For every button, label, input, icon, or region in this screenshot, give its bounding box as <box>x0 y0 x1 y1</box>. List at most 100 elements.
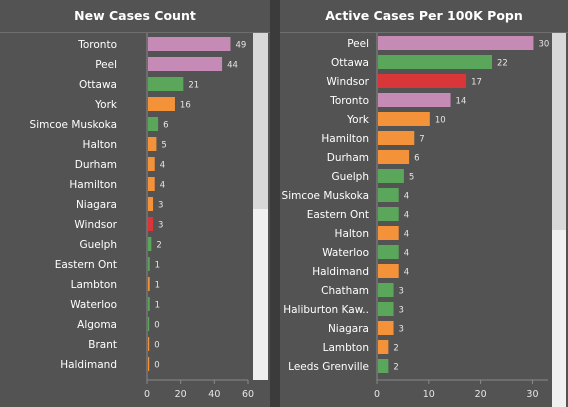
bar <box>378 112 430 126</box>
value-label: 10 <box>435 116 446 126</box>
value-label: 1 <box>155 301 160 311</box>
category-label: Guelph <box>80 239 118 251</box>
category-label: Peel <box>347 38 369 50</box>
category-label: Eastern Ont <box>307 209 369 221</box>
value-label: 4 <box>404 268 409 278</box>
value-label: 3 <box>399 287 404 297</box>
value-label: 2 <box>156 241 161 251</box>
value-label: 49 <box>235 41 246 51</box>
bar <box>148 137 157 151</box>
bar <box>148 177 155 191</box>
value-label: 1 <box>155 281 160 291</box>
category-label: Halton <box>335 228 369 240</box>
value-label: 21 <box>188 81 199 91</box>
value-label: 5 <box>161 141 166 151</box>
scrollbar-thumb[interactable] <box>253 33 268 209</box>
value-label: 0 <box>154 341 159 351</box>
category-label: Guelph <box>332 171 370 183</box>
category-label: Algoma <box>77 319 117 331</box>
category-label: Lambton <box>323 342 369 354</box>
value-label: 44 <box>227 61 238 71</box>
value-label: 4 <box>404 230 409 240</box>
value-label: 3 <box>399 306 404 316</box>
x-tick-label: 0 <box>374 389 380 400</box>
x-tick-label: 10 <box>423 389 435 400</box>
value-label: 17 <box>471 78 482 88</box>
active-cases-panel: Active Cases Per 100K Popn Peel 30 Ottawa 2… <box>280 0 568 407</box>
bar <box>148 297 150 311</box>
category-label: York <box>94 99 118 111</box>
bar <box>148 337 150 351</box>
category-label: Ottawa <box>79 79 117 91</box>
category-label: Lambton <box>71 279 117 291</box>
value-label: 4 <box>404 211 409 221</box>
new-cases-panel: New Cases Count Toronto 49 Peel 44 Ottawa 21 Y… <box>0 0 270 407</box>
bar <box>378 226 399 240</box>
category-label: Halton <box>83 139 117 151</box>
category-label: Chatham <box>321 285 369 297</box>
bar <box>148 117 159 131</box>
bar <box>148 317 150 331</box>
x-tick-label: 60 <box>242 389 254 400</box>
title-divider <box>0 32 270 33</box>
value-label: 0 <box>154 321 159 331</box>
value-label: 16 <box>180 101 191 111</box>
value-label: 0 <box>154 361 159 371</box>
bar <box>378 74 467 88</box>
bar <box>148 157 155 171</box>
bar <box>148 97 175 111</box>
chart-title: Active Cases Per 100K Popn <box>325 8 523 23</box>
value-label: 14 <box>456 97 467 107</box>
category-label: Peel <box>95 59 117 71</box>
value-label: 5 <box>409 173 414 183</box>
bar <box>378 150 410 164</box>
category-label: Windsor <box>74 219 117 231</box>
bar <box>148 237 152 251</box>
bar <box>378 207 399 221</box>
category-label: Simcoe Muskoka <box>30 119 117 131</box>
category-label: Durham <box>75 159 117 171</box>
x-tick-label: 0 <box>144 389 150 400</box>
value-label: 2 <box>393 344 398 354</box>
bar <box>148 37 231 51</box>
bar <box>378 302 394 316</box>
value-label: 1 <box>155 261 160 271</box>
bar <box>378 245 399 259</box>
bar <box>148 277 150 291</box>
value-label: 4 <box>160 181 165 191</box>
bar <box>378 188 399 202</box>
category-label: Waterloo <box>322 247 369 259</box>
value-label: 6 <box>163 121 168 131</box>
category-label: Toronto <box>77 39 117 51</box>
category-label: Windsor <box>326 76 369 88</box>
value-label: 4 <box>160 161 165 171</box>
bar <box>378 359 389 373</box>
bar <box>148 357 150 371</box>
value-label: 3 <box>399 325 404 335</box>
category-label: Haliburton Kaw.. <box>283 304 369 316</box>
x-tick-label: 20 <box>475 389 487 400</box>
bar <box>378 264 399 278</box>
x-tick-label: 30 <box>526 389 538 400</box>
category-label: Eastern Ont <box>55 259 117 271</box>
category-label: York <box>346 114 370 126</box>
value-label: 30 <box>538 40 549 50</box>
category-label: Waterloo <box>70 299 117 311</box>
title-divider <box>280 32 568 33</box>
bar <box>378 321 394 335</box>
bar <box>378 55 492 69</box>
category-label: Hamilton <box>69 179 117 191</box>
value-label: 7 <box>419 135 424 145</box>
bar <box>148 257 150 271</box>
category-label: Leeds Grenville <box>288 361 369 373</box>
category-label: Durham <box>327 152 369 164</box>
x-tick-label: 40 <box>208 389 220 400</box>
bar <box>378 131 415 145</box>
bar <box>148 197 154 211</box>
scrollbar-thumb[interactable] <box>552 33 566 230</box>
category-label: Niagara <box>328 323 369 335</box>
x-tick-label: 20 <box>175 389 187 400</box>
bar <box>378 283 394 297</box>
value-label: 4 <box>404 192 409 202</box>
